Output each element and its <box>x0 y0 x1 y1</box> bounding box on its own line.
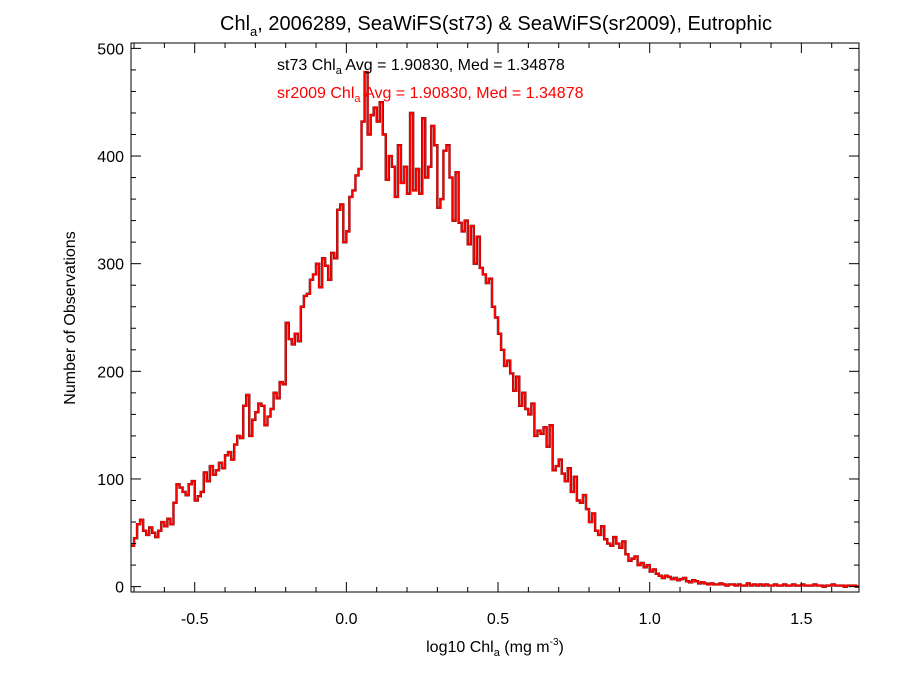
y-tick-label: 100 <box>97 472 124 489</box>
histogram-series-1-line <box>131 70 859 588</box>
axis-ticks: -0.5 0.0 0.5 1.0 1.5 0 100 200 300 400 500 <box>97 41 859 628</box>
annotations: st73 Chla Avg = 1.90830, Med = 1.34878 s… <box>277 57 584 105</box>
annotation-sr2009-sub: a <box>354 93 361 105</box>
y-tick-label: 500 <box>97 41 124 58</box>
x-axis-label-pre: log10 Chl <box>426 639 494 656</box>
x-axis-label: log10 Chla (mg m-3) <box>426 637 564 659</box>
x-axis-label-mid: (mg m <box>500 639 550 656</box>
x-tick-label: 1.5 <box>790 611 812 628</box>
y-tick-label: 300 <box>97 257 124 274</box>
x-axis-label-post: ) <box>559 639 564 656</box>
y-tick-label: 0 <box>115 580 124 597</box>
y-axis-label: Number of Observations <box>62 231 79 404</box>
plot-area <box>131 70 859 588</box>
annotation-sr2009-post: Avg = 1.90830, Med = 1.34878 <box>361 85 584 102</box>
annotation-st73: st73 Chla Avg = 1.90830, Med = 1.34878 <box>277 57 565 77</box>
annotation-st73-sub: a <box>336 65 343 77</box>
chart-title-sub: a <box>250 24 258 39</box>
annotation-st73-post: Avg = 1.90830, Med = 1.34878 <box>342 57 565 74</box>
y-tick-label: 400 <box>97 149 124 166</box>
annotation-sr2009-pre: sr2009 Chl <box>277 85 354 102</box>
annotation-st73-pre: st73 Chl <box>277 57 336 74</box>
x-tick-label: -0.5 <box>181 611 209 628</box>
x-tick-label: 0.5 <box>487 611 509 628</box>
annotation-sr2009: sr2009 Chla Avg = 1.90830, Med = 1.34878 <box>277 85 584 105</box>
x-axis-label-sub: a <box>494 647 501 659</box>
x-tick-label: 0.0 <box>335 611 357 628</box>
plot-frame <box>130 42 860 593</box>
chart-title: Chla, 2006289, SeaWiFS(st73) & SeaWiFS(s… <box>220 13 772 39</box>
chart-title-post: , 2006289, SeaWiFS(st73) & SeaWiFS(sr200… <box>257 13 772 35</box>
x-axis-label-sup: -3 <box>550 637 559 648</box>
histogram-series-2-line <box>131 71 859 588</box>
chart-title-pre: Chl <box>220 13 250 35</box>
y-tick-label: 200 <box>97 364 124 381</box>
x-tick-label: 1.0 <box>639 611 661 628</box>
